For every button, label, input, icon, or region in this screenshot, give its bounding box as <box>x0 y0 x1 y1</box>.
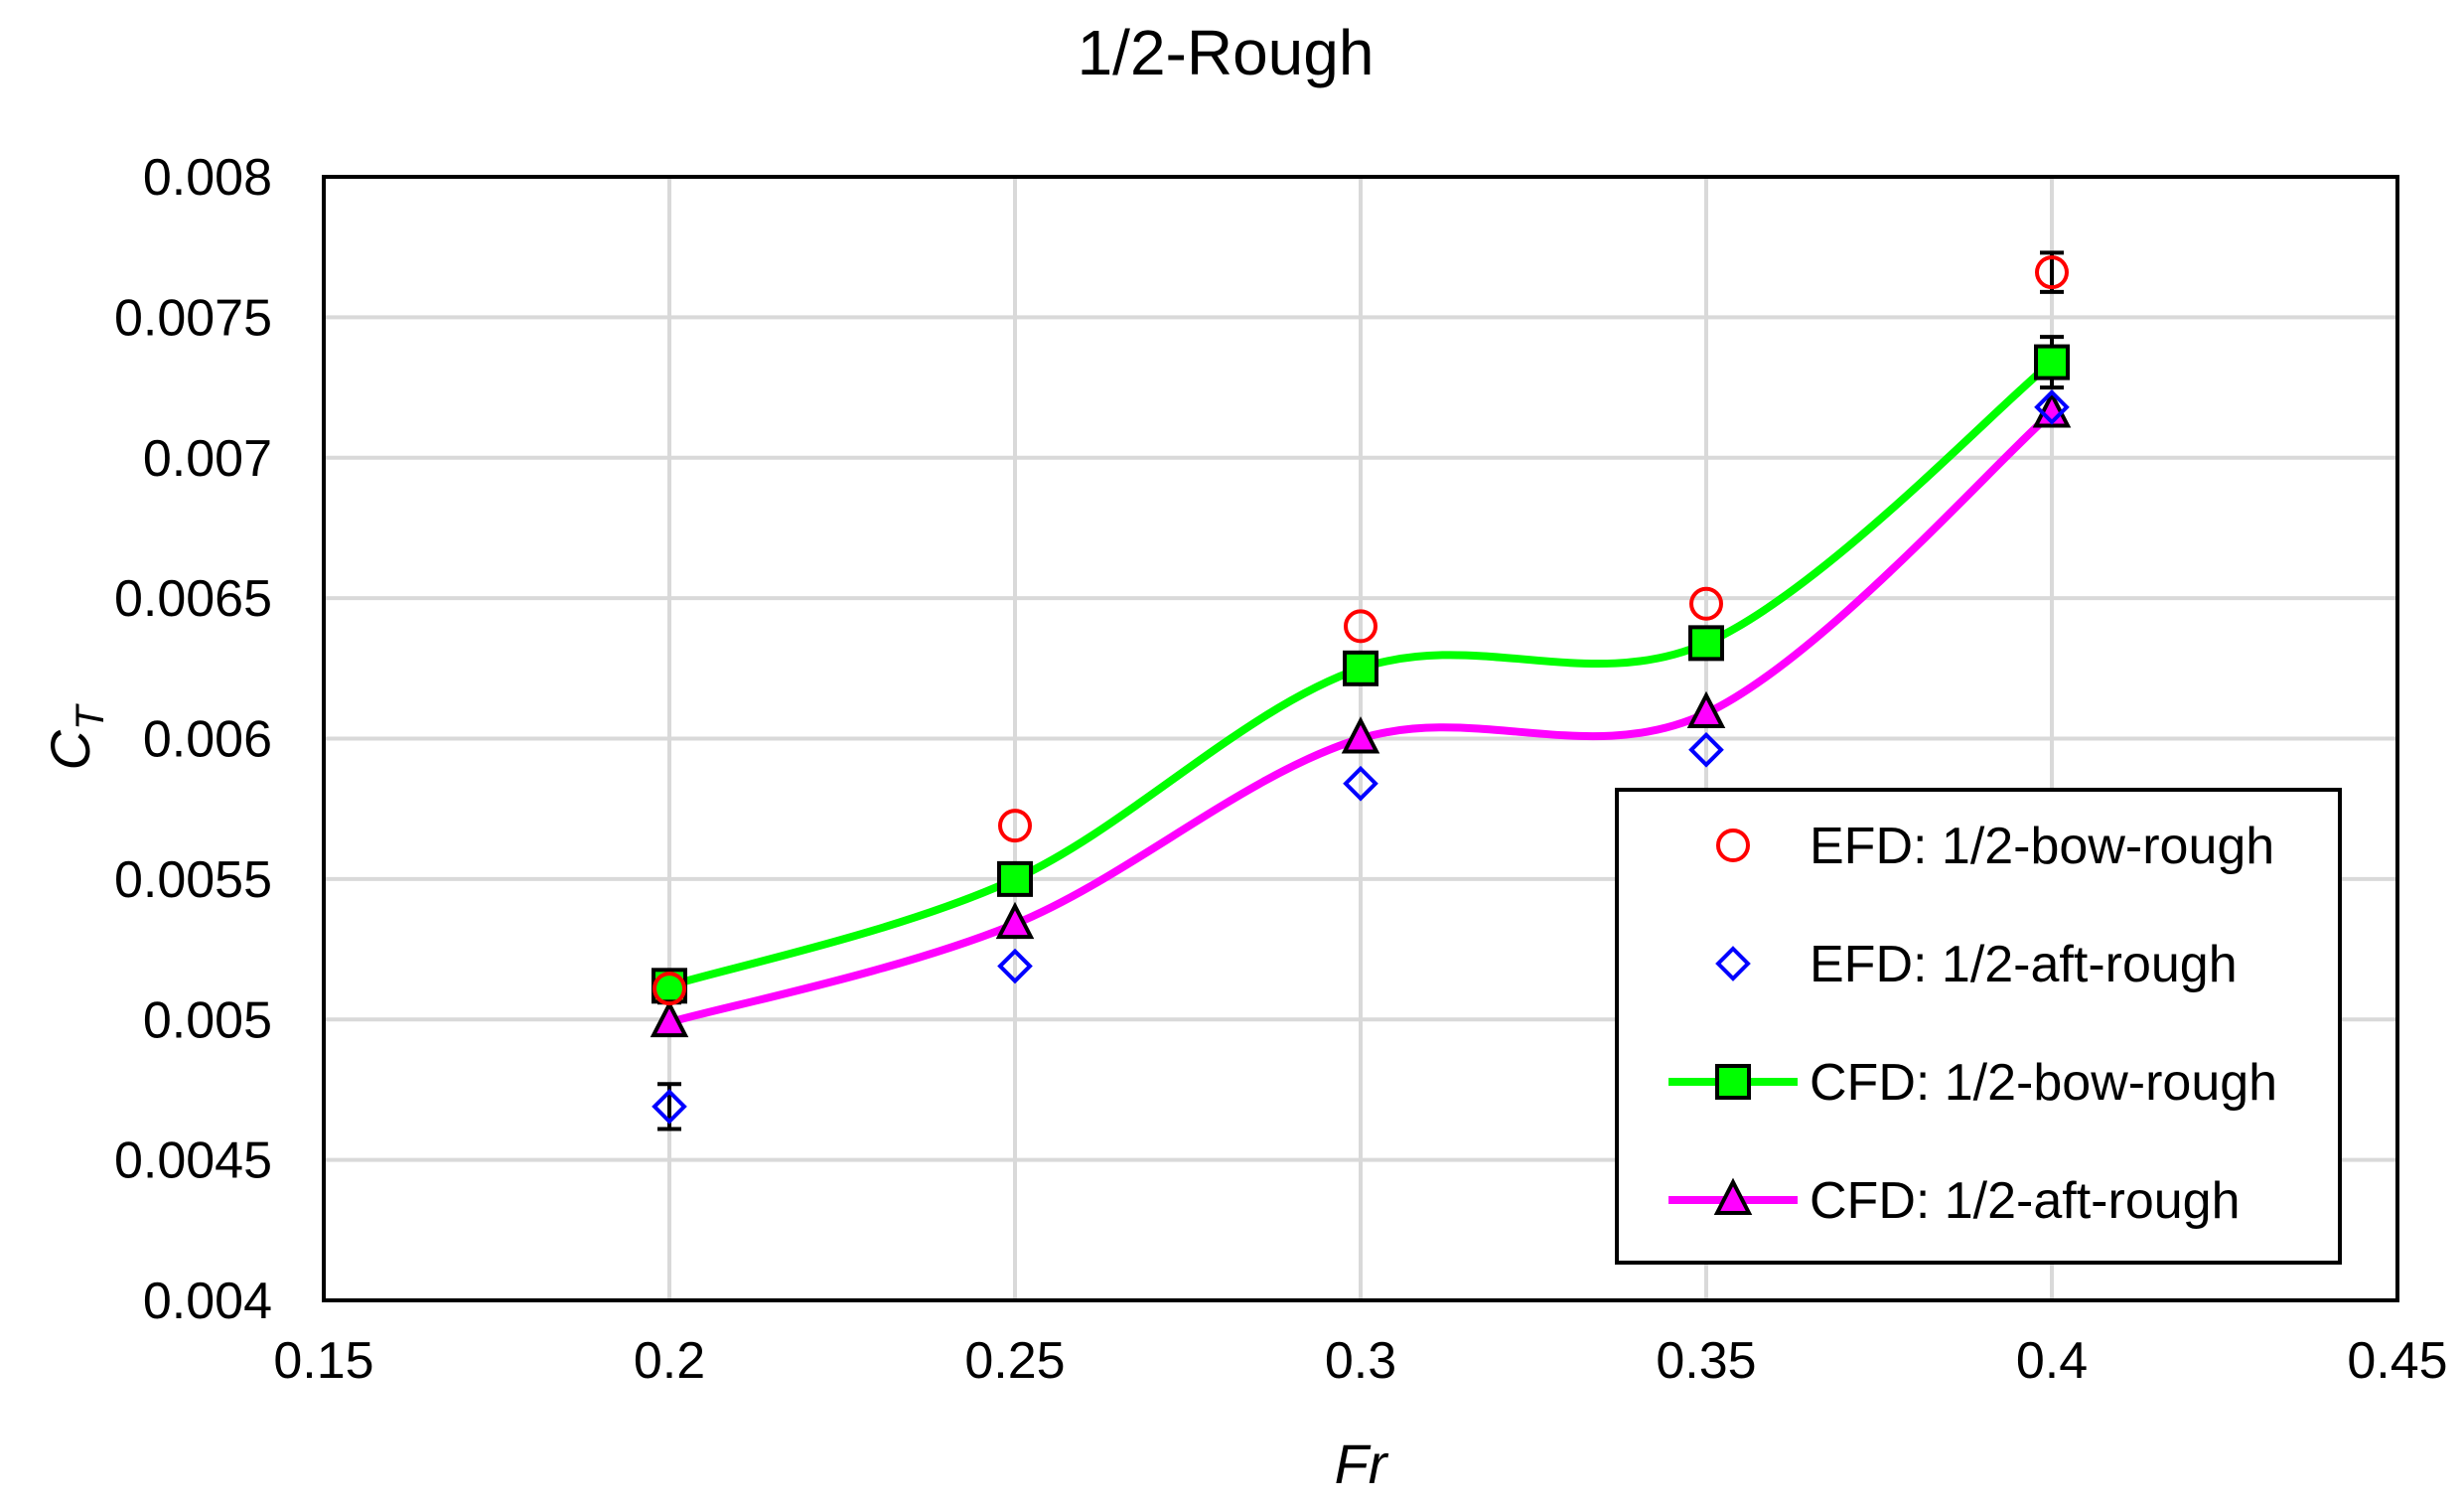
y-axis-title-subscript: T <box>69 703 112 730</box>
x-tick-label: 0.15 <box>273 1332 373 1390</box>
data-point-series-1 <box>1343 765 1378 802</box>
x-tick-label: 0.3 <box>1325 1332 1396 1390</box>
legend-label-0: EFD: 1/2-bow-rough <box>1810 818 2274 875</box>
legend-label-2: CFD: 1/2-bow-rough <box>1810 1054 2277 1112</box>
x-axis-title: Fr <box>1335 1432 1389 1495</box>
y-axis-title-main: C <box>39 729 101 770</box>
x-tick-label: 0.4 <box>2016 1332 2088 1390</box>
svg-text:CT: CT <box>39 703 112 770</box>
x-tick-label: 0.35 <box>1656 1332 1756 1390</box>
legend-marker-1 <box>1715 946 1751 981</box>
y-tick-label: 0.008 <box>143 149 272 207</box>
data-point-series-0 <box>2035 255 2069 290</box>
chart-title: 1/2-Rough <box>1078 17 1375 88</box>
y-tick-label: 0.0055 <box>114 851 272 909</box>
legend-marker-0 <box>1716 828 1750 862</box>
data-point-series-3 <box>1341 716 1380 754</box>
data-point-series-1 <box>1688 731 1724 768</box>
data-point-series-1 <box>2034 389 2070 425</box>
data-point-series-3 <box>650 999 689 1038</box>
data-point-series-0 <box>652 972 686 1006</box>
data-point-series-3 <box>1686 690 1726 729</box>
y-tick-label: 0.004 <box>143 1273 272 1330</box>
y-tick-label: 0.0065 <box>114 570 272 628</box>
legend-label-3: CFD: 1/2-aft-rough <box>1810 1172 2241 1230</box>
data-point-series-0 <box>1344 609 1377 644</box>
y-tick-label: 0.005 <box>143 991 272 1049</box>
y-tick-label: 0.0045 <box>114 1132 272 1190</box>
tick-layer: 0.15 0.2 0.25 0.3 0.35 0.4 0.45 0.004 0.0045 0.00… <box>114 149 2448 1390</box>
data-point-series-2 <box>2034 344 2070 380</box>
legend-marker-2 <box>1715 1064 1751 1100</box>
data-point-series-1 <box>997 948 1033 984</box>
data-point-series-0 <box>998 809 1032 843</box>
y-tick-label: 0.007 <box>143 430 272 488</box>
x-tick-label: 0.25 <box>964 1332 1065 1390</box>
data-point-series-2 <box>997 860 1033 897</box>
marker-layer <box>650 255 2072 1125</box>
y-axis-title: CT <box>39 703 112 770</box>
data-point-series-1 <box>652 1089 687 1125</box>
x-tick-label: 0.2 <box>634 1332 705 1390</box>
y-tick-label: 0.006 <box>143 711 272 769</box>
data-point-series-2 <box>1688 625 1724 662</box>
data-point-series-2 <box>1343 650 1378 686</box>
x-tick-label: 0.45 <box>2347 1332 2447 1390</box>
legend-label-1: EFD: 1/2-aft-rough <box>1810 936 2238 993</box>
data-point-series-3 <box>2032 390 2072 428</box>
y-tick-label: 0.0075 <box>114 289 272 347</box>
plot-frame <box>322 175 2399 1302</box>
data-point-series-0 <box>1689 586 1723 621</box>
legend-box <box>1615 788 2342 1265</box>
data-point-series-3 <box>995 901 1035 940</box>
legend-items: EFD: 1/2-bow-rough EFD: 1/2-aft-rough CFD:… <box>1668 818 2277 1230</box>
legend-marker-3 <box>1713 1177 1753 1215</box>
legend: EFD: 1/2-bow-rough EFD: 1/2-aft-rough CFD:… <box>1615 788 2342 1265</box>
